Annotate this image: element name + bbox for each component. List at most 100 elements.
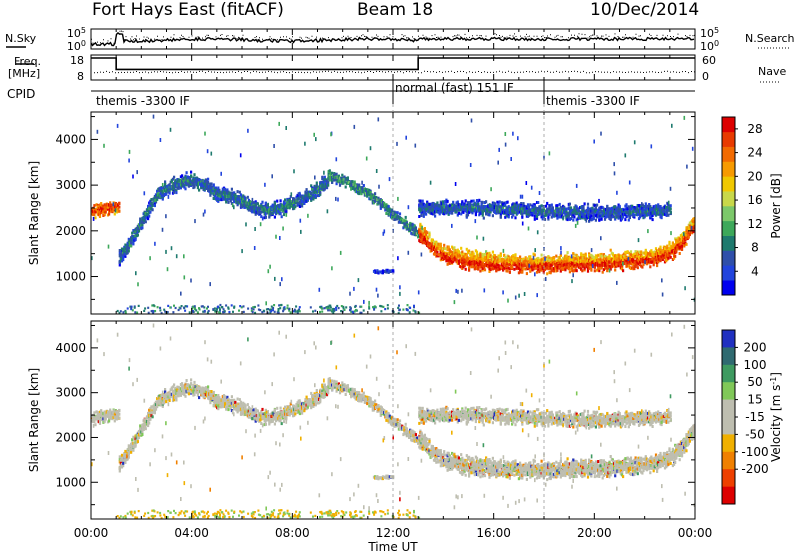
power-cell (524, 208, 527, 212)
power-cell (554, 260, 557, 264)
power-cell (246, 207, 249, 211)
power-cell (464, 267, 467, 271)
power-cell (685, 237, 688, 241)
power-cell (559, 258, 562, 262)
power-cell (618, 258, 621, 262)
power-cell (521, 263, 524, 267)
power-cell (557, 213, 560, 217)
power-cell (238, 200, 241, 204)
power-cell (524, 210, 527, 214)
power-cell (173, 184, 176, 188)
power-cell (465, 253, 468, 257)
power-cell (285, 208, 288, 211)
power-cell (575, 212, 578, 216)
power-cell (465, 214, 468, 218)
power-cell (190, 170, 193, 174)
power-cell (444, 208, 447, 212)
power-cell (218, 191, 221, 195)
power-cell (641, 255, 644, 259)
power-cell (481, 200, 484, 204)
power-cell (456, 248, 459, 252)
power-cell (388, 207, 391, 211)
power-cell (597, 264, 600, 268)
power-cell (475, 250, 479, 254)
power-cell (368, 188, 371, 192)
power-cell (410, 223, 413, 227)
power-cell (487, 204, 490, 208)
power-cell (474, 211, 477, 215)
power-cell (614, 258, 617, 262)
power-cell (229, 196, 232, 200)
power-cell (520, 259, 523, 263)
power-cell (314, 193, 317, 197)
power-cell (546, 256, 549, 260)
power-cell (511, 203, 514, 207)
power-cell (481, 268, 484, 272)
power-cell (134, 236, 137, 240)
power-cell (490, 267, 493, 271)
power-cell (648, 254, 651, 258)
power-cell (580, 211, 583, 215)
power-cell (285, 210, 288, 214)
power-cell (460, 246, 463, 250)
power-cell (305, 199, 308, 203)
power-cell (494, 265, 497, 269)
power-cell (629, 253, 633, 257)
power-cell (137, 223, 141, 227)
power-cell (465, 209, 468, 213)
power-cell (675, 240, 678, 244)
power-cell (592, 256, 595, 259)
power-cell (549, 263, 552, 267)
power-cell (147, 204, 150, 208)
power-cell (535, 214, 539, 218)
power-cell (511, 205, 514, 209)
power-cell (559, 269, 562, 273)
power-cell (246, 195, 249, 199)
power-cell (494, 258, 497, 262)
power-cell (554, 209, 557, 213)
power-cell (633, 252, 636, 256)
power-cell (229, 191, 232, 195)
power-cell (200, 182, 203, 186)
power-cell (635, 259, 638, 263)
power-cell (254, 212, 257, 216)
power-cell (233, 200, 236, 204)
power-cell (597, 262, 600, 266)
power-cell (208, 189, 211, 192)
power-cell (469, 201, 472, 204)
power-cell (227, 200, 230, 204)
power-cell (446, 199, 449, 203)
power-cell (668, 240, 671, 244)
power-cell (566, 214, 569, 217)
power-cell (96, 205, 99, 209)
power-cell (487, 254, 490, 258)
power-cell (597, 267, 600, 271)
power-cell (221, 187, 224, 191)
power-cell (685, 226, 688, 230)
power-cell (688, 221, 691, 225)
power-cell (569, 209, 573, 213)
power-cell (515, 207, 518, 210)
power-cell (325, 179, 329, 183)
power-cell (558, 202, 561, 206)
power-cell (580, 258, 583, 262)
power-cell (207, 189, 210, 193)
power-cell (217, 188, 220, 192)
power-cell (537, 212, 540, 216)
power-cell (528, 266, 531, 270)
power-cell (169, 185, 172, 189)
power-cell (572, 252, 575, 256)
power-cell (102, 210, 105, 214)
power-cell (423, 206, 426, 210)
power-cell (358, 187, 361, 191)
power-cell (462, 264, 465, 268)
power-cell (608, 255, 611, 258)
power-cell (179, 175, 182, 179)
power-cell (618, 262, 621, 266)
power-cell (526, 203, 530, 207)
power-cell (532, 266, 535, 270)
power-cell (179, 186, 182, 190)
power-cell (569, 260, 573, 263)
power-cell (626, 259, 629, 263)
power-cell (441, 253, 445, 257)
